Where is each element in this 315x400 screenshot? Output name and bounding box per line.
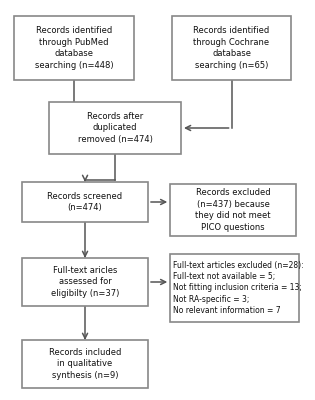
Text: Records identified
through Cochrane
database
searching (n=65): Records identified through Cochrane data… (193, 26, 270, 70)
FancyBboxPatch shape (172, 16, 291, 80)
Text: Records screened
(n=474): Records screened (n=474) (48, 192, 123, 212)
FancyBboxPatch shape (22, 182, 148, 222)
Text: Records identified
through PubMed
database
searching (n=448): Records identified through PubMed databa… (35, 26, 113, 70)
Text: Records included
in qualitative
synthesis (n=9): Records included in qualitative synthesi… (49, 348, 121, 380)
FancyBboxPatch shape (22, 340, 148, 388)
FancyBboxPatch shape (49, 102, 181, 154)
FancyBboxPatch shape (14, 16, 134, 80)
Text: Full-text articles excluded (n=28):
Full-text not available = 5;
Not fitting inc: Full-text articles excluded (n=28): Full… (173, 261, 304, 315)
FancyBboxPatch shape (22, 258, 148, 306)
Text: Records after
duplicated
removed (n=474): Records after duplicated removed (n=474) (77, 112, 152, 144)
FancyBboxPatch shape (170, 254, 299, 322)
Text: Full-text aricles
assessed for
eligibilty (n=37): Full-text aricles assessed for eligibilt… (51, 266, 119, 298)
Text: Records excluded
(n=437) because
they did not meet
PICO questions: Records excluded (n=437) because they di… (195, 188, 271, 232)
FancyBboxPatch shape (170, 184, 296, 236)
